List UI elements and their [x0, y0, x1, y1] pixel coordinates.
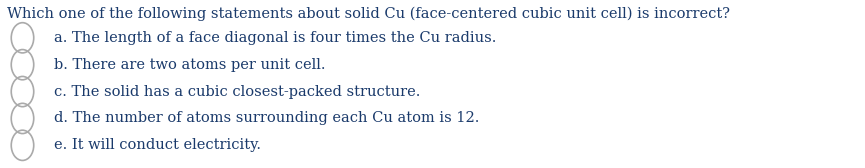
Text: c. The solid has a cubic closest-packed structure.: c. The solid has a cubic closest-packed …	[54, 85, 420, 99]
Text: a. The length of a face diagonal is four times the Cu radius.: a. The length of a face diagonal is four…	[54, 31, 496, 45]
Text: b. There are two atoms per unit cell.: b. There are two atoms per unit cell.	[54, 58, 325, 72]
Text: e. It will conduct electricity.: e. It will conduct electricity.	[54, 138, 260, 152]
Text: d. The number of atoms surrounding each Cu atom is 12.: d. The number of atoms surrounding each …	[54, 111, 479, 125]
Text: Which one of the following statements about solid Cu (face-centered cubic unit c: Which one of the following statements ab…	[7, 7, 730, 21]
